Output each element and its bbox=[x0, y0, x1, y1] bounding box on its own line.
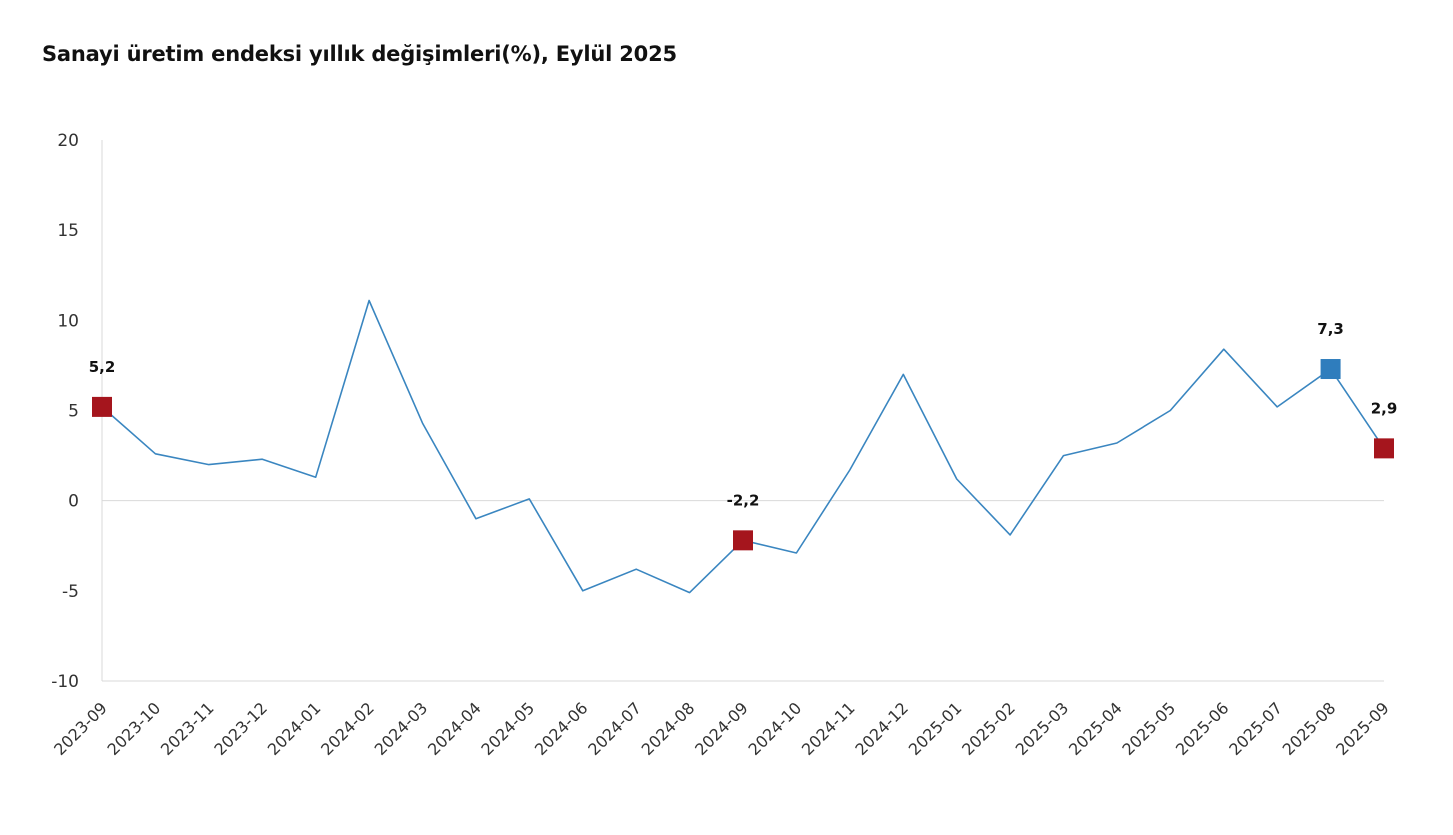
x-tick-label: 2024-10 bbox=[745, 698, 806, 759]
highlight-markers: 5,2 -2,2 7,3 2,9 bbox=[89, 320, 1398, 551]
x-tick-label: 2025-07 bbox=[1225, 698, 1286, 759]
x-tick-label: 2025-08 bbox=[1279, 698, 1340, 759]
x-axis-ticks: 2023-092023-102023-112023-122024-012024-… bbox=[50, 698, 1393, 759]
y-tick-label: 10 bbox=[57, 311, 79, 331]
x-tick-label: 2024-11 bbox=[798, 698, 859, 759]
x-tick-label: 2023-12 bbox=[210, 698, 271, 759]
data-label: 2,9 bbox=[1371, 399, 1398, 417]
x-tick-label: 2025-01 bbox=[905, 698, 966, 759]
x-tick-label: 2025-02 bbox=[958, 698, 1019, 759]
axes bbox=[101, 140, 1384, 682]
y-axis-ticks: 20 15 10 5 0 -5 -10 bbox=[51, 131, 79, 692]
x-tick-label: 2024-09 bbox=[691, 698, 752, 759]
x-tick-label: 2024-12 bbox=[851, 698, 912, 759]
x-tick-label: 2025-09 bbox=[1332, 698, 1393, 759]
y-tick-label: 15 bbox=[57, 221, 79, 241]
x-tick-label: 2024-01 bbox=[264, 698, 325, 759]
x-tick-label: 2025-05 bbox=[1118, 698, 1179, 759]
data-label: -2,2 bbox=[727, 491, 760, 509]
y-tick-label: 5 bbox=[68, 402, 79, 422]
x-tick-label: 2024-06 bbox=[531, 698, 592, 759]
chart-title: Sanayi üretim endeksi yıllık değişimleri… bbox=[42, 42, 677, 66]
highlight-marker bbox=[1374, 438, 1394, 459]
highlight-marker bbox=[1320, 359, 1341, 380]
x-tick-label: 2023-10 bbox=[104, 698, 165, 759]
x-tick-label: 2024-02 bbox=[317, 698, 378, 759]
y-tick-label: -5 bbox=[62, 582, 79, 602]
y-tick-label: 0 bbox=[68, 492, 79, 512]
x-tick-label: 2025-06 bbox=[1172, 698, 1233, 759]
data-label: 7,3 bbox=[1317, 320, 1344, 338]
x-tick-label: 2024-05 bbox=[477, 698, 538, 759]
x-tick-label: 2025-04 bbox=[1065, 698, 1126, 759]
y-tick-label: -10 bbox=[51, 672, 79, 692]
highlight-marker bbox=[92, 396, 112, 417]
x-tick-label: 2023-09 bbox=[50, 698, 111, 759]
data-label: 5,2 bbox=[89, 358, 116, 376]
x-tick-label: 2025-03 bbox=[1012, 698, 1073, 759]
x-tick-label: 2024-04 bbox=[424, 698, 485, 759]
x-tick-label: 2024-03 bbox=[371, 698, 432, 759]
x-tick-label: 2024-07 bbox=[584, 698, 645, 759]
x-tick-label: 2023-11 bbox=[157, 698, 218, 759]
y-tick-label: 20 bbox=[57, 131, 79, 151]
x-tick-label: 2024-08 bbox=[638, 698, 699, 759]
highlight-marker bbox=[733, 530, 753, 551]
